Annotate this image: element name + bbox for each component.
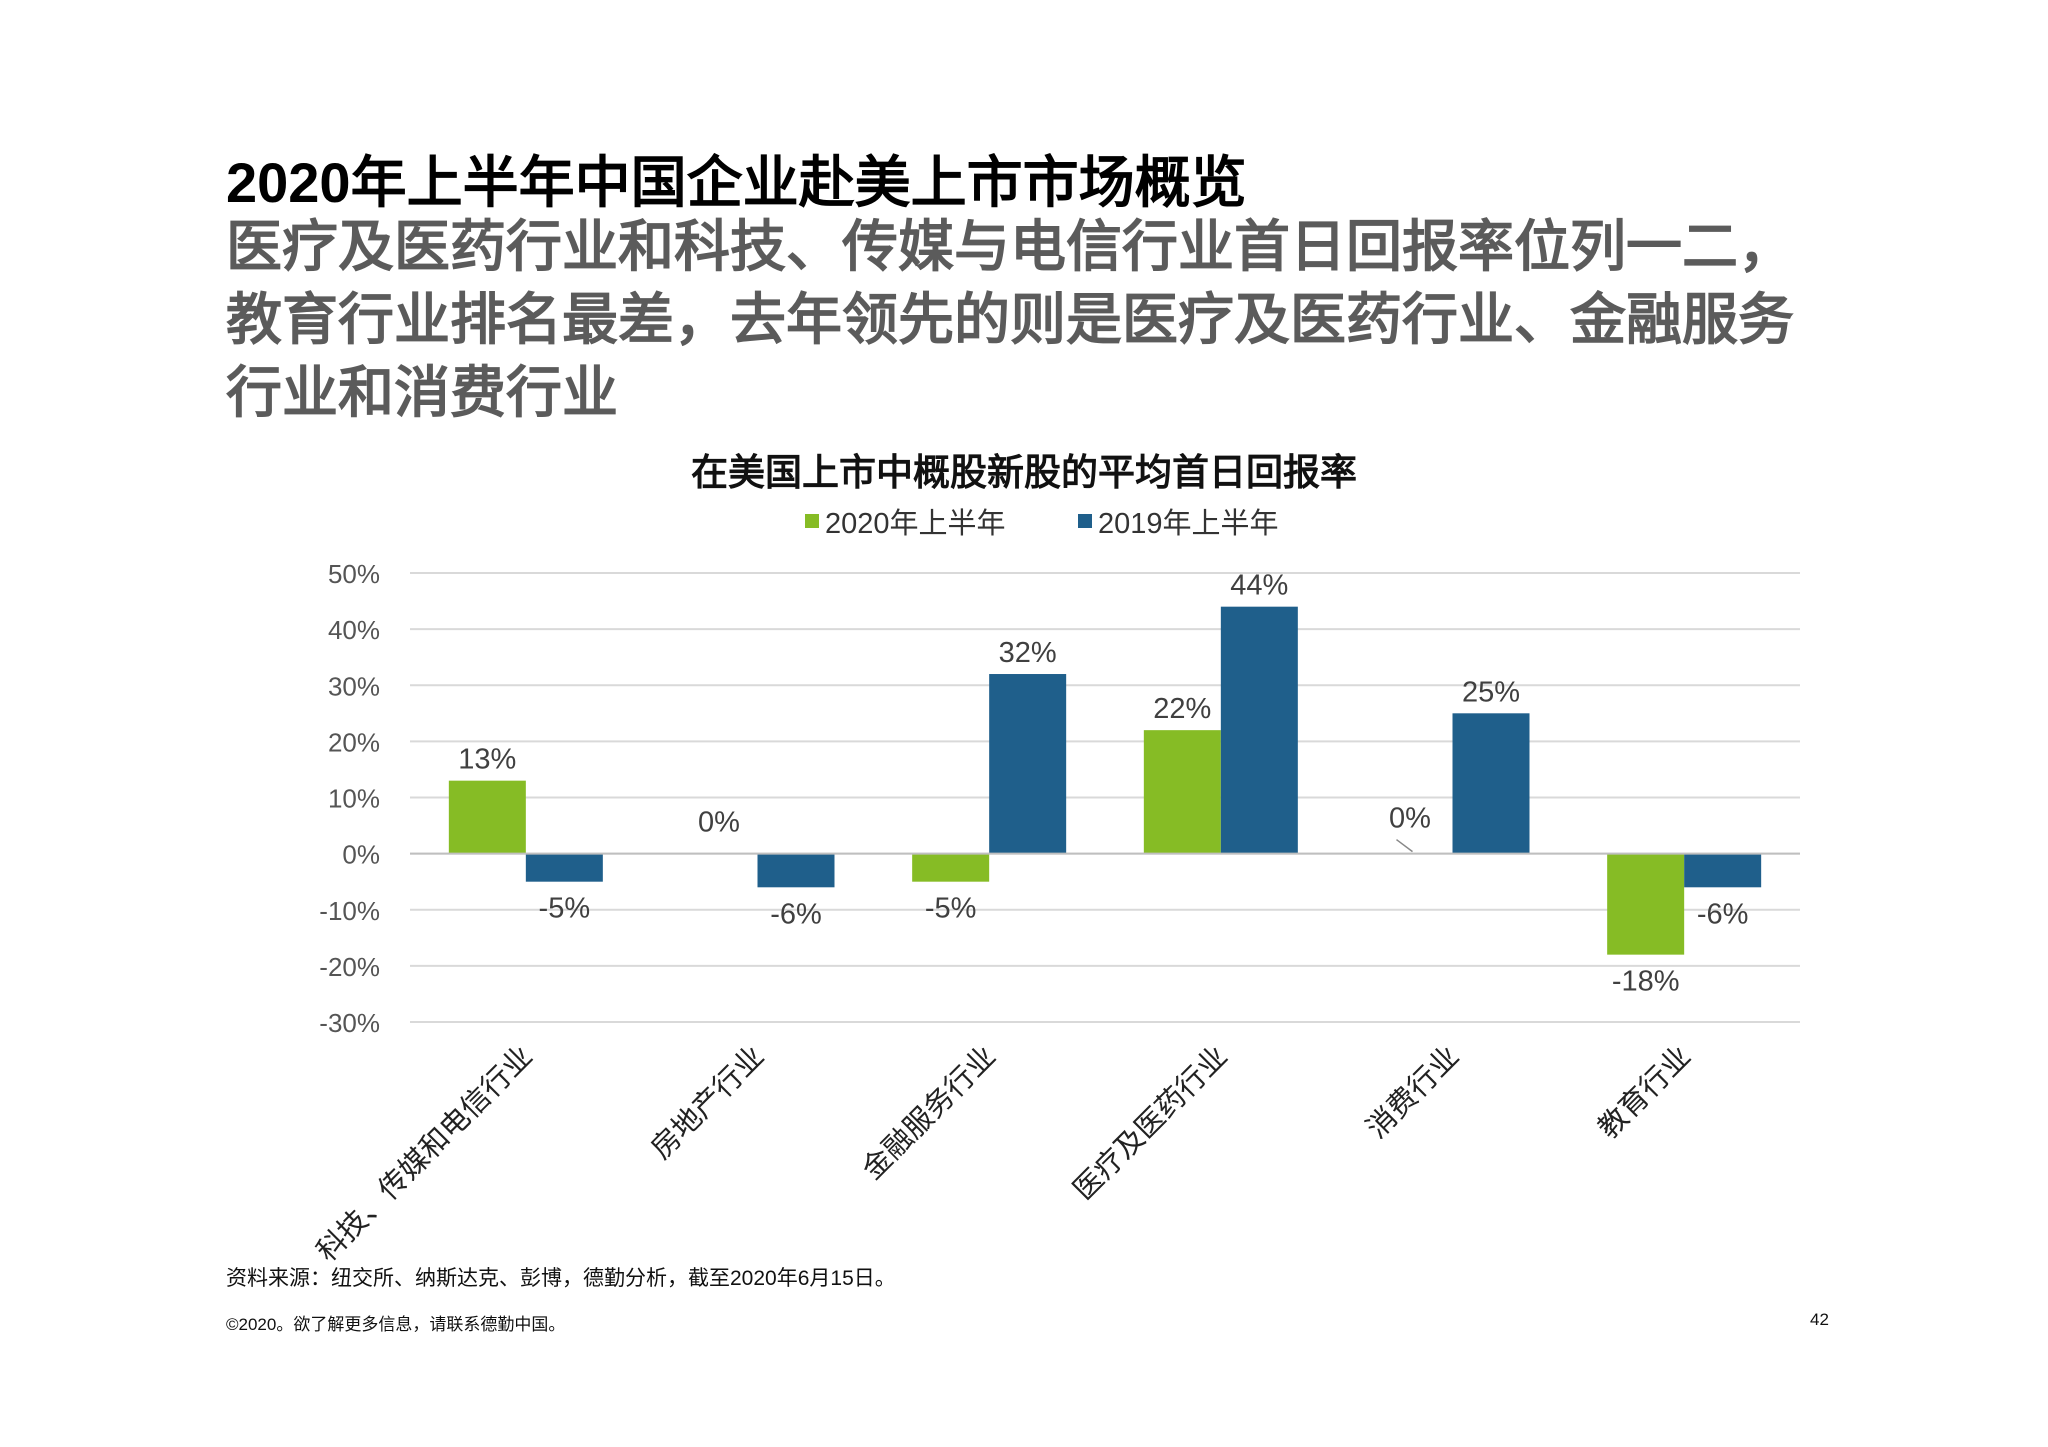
data-label: -6% <box>1697 898 1749 930</box>
bar-2019 <box>1684 853 1762 888</box>
y-tick-label: -30% <box>319 1008 380 1038</box>
data-label: 0% <box>698 807 740 839</box>
y-tick-label: -20% <box>319 952 380 982</box>
x-tick-label: 教育行业 <box>1592 1040 1697 1145</box>
y-tick-label: 50% <box>328 559 380 589</box>
data-label: -18% <box>1612 966 1680 998</box>
legend-label-2019: 2019年上半年 <box>1098 508 1279 540</box>
x-tick-label: 金融服务行业 <box>856 1040 1002 1186</box>
bar-2019 <box>989 674 1067 854</box>
data-label: 22% <box>1153 693 1211 725</box>
x-tick-label: 科技、传媒和电信行业 <box>310 1040 538 1268</box>
bar-2019 <box>757 853 835 888</box>
data-label: -6% <box>770 898 822 930</box>
y-tick-label: 10% <box>328 784 380 814</box>
chart-legend: 2020年上半年 2019年上半年 <box>0 500 2048 540</box>
bar-2019 <box>1220 606 1298 854</box>
data-label: -5% <box>925 893 977 925</box>
data-label: 32% <box>999 637 1057 669</box>
leader-line <box>1396 839 1413 853</box>
legend-item-2019: 2019年上半年 <box>1078 500 1279 542</box>
page-number: 42 <box>1810 1310 1829 1329</box>
data-label: 44% <box>1230 570 1288 602</box>
data-label: 0% <box>1389 803 1431 835</box>
source-note: 资料来源：纽交所、纳斯达克、彭博，德勤分析，截至2020年6月15日。 <box>226 1267 896 1290</box>
bar-2019 <box>525 853 603 882</box>
legend-swatch-2020 <box>805 514 819 528</box>
y-tick-label: 0% <box>342 840 380 870</box>
x-tick-label: 医疗及医药行业 <box>1067 1040 1234 1207</box>
data-label: 13% <box>458 744 516 776</box>
y-tick-label: 20% <box>328 727 380 757</box>
bar-2020 <box>1607 853 1685 955</box>
x-tick-label: 消费行业 <box>1360 1040 1465 1145</box>
bar-2019 <box>1452 713 1530 854</box>
slide-subtitle: 医疗及医药行业和科技、传媒与电信行业首日回报率位列一二，教育行业排名最差，去年领… <box>226 215 1794 424</box>
copyright-footer: ©2020。欲了解更多信息，请联系德勤中国。 <box>226 1315 566 1334</box>
data-label: 25% <box>1462 676 1520 708</box>
bar-2020 <box>448 780 526 854</box>
y-tick-label: -10% <box>319 896 380 926</box>
legend-swatch-2019 <box>1078 514 1092 528</box>
data-label: -5% <box>539 893 591 925</box>
slide-title: 2020年上半年中国企业赴美上市市场概览 <box>226 151 1247 214</box>
legend-item-2020: 2020年上半年 <box>805 500 1006 542</box>
bar-2020 <box>1143 730 1221 854</box>
y-tick-label: 40% <box>328 615 380 645</box>
legend-label-2020: 2020年上半年 <box>825 508 1006 540</box>
y-tick-label: 30% <box>328 671 380 701</box>
bar-2020 <box>912 853 990 882</box>
x-tick-label: 房地产行业 <box>645 1040 771 1166</box>
chart-title: 在美国上市中概股新股的平均首日回报率 <box>691 452 1357 493</box>
